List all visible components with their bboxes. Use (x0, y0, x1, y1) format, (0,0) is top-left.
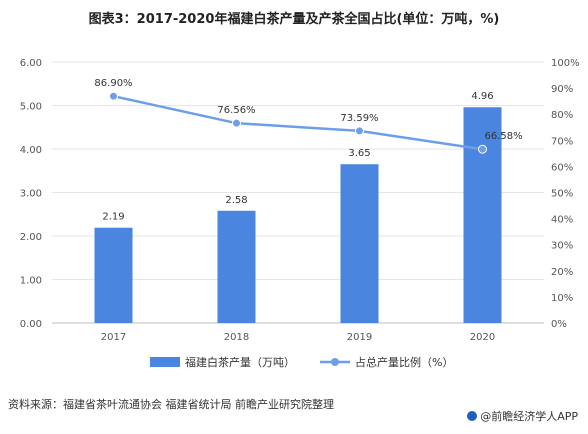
y-left-tick-label: 5.00 (20, 102, 42, 113)
y-left-tick-label: 1.00 (20, 276, 42, 287)
bar-value-label: 2.19 (102, 212, 124, 223)
bar-value-label: 3.65 (348, 148, 370, 159)
y-right-tick-label: 50% (551, 189, 573, 200)
line-point (109, 91, 118, 101)
line-point (355, 126, 364, 136)
y-right-tick-label: 40% (551, 215, 573, 226)
line-point (232, 118, 241, 128)
line-value-label: 86.90% (94, 78, 132, 89)
bar (463, 107, 502, 324)
x-tick-label: 2017 (101, 332, 126, 343)
legend-bar-swatch (150, 357, 180, 367)
x-tick-label: 2020 (470, 332, 495, 343)
chart-title: 图表3：2017-2020年福建白茶产量及产茶全国占比(单位：万吨，%) (88, 12, 500, 27)
legend-line-label: 占总产量比例（%） (355, 355, 453, 369)
bar (217, 210, 256, 323)
brand-logo-icon (467, 411, 478, 421)
y-right-tick-label: 70% (551, 136, 573, 147)
bar-value-label: 2.58 (225, 195, 247, 206)
y-right-tick-label: 30% (551, 241, 573, 252)
source-note: 资料来源：福建省茶叶流通协会 福建省统计局 前瞻产业研究院整理 (8, 398, 334, 411)
bar (340, 164, 379, 323)
line-value-label: 73.59% (340, 113, 378, 124)
line-value-label: 76.56% (217, 105, 255, 116)
y-right-tick-label: 60% (551, 162, 573, 173)
y-left-tick-label: 4.00 (20, 145, 42, 156)
line-point (478, 144, 487, 154)
y-left-tick-label: 6.00 (20, 58, 42, 69)
y-right-tick-label: 100% (551, 58, 580, 69)
bar (94, 227, 133, 323)
y-left-tick-label: 3.00 (20, 189, 42, 200)
line-value-label: 66.58% (485, 131, 523, 142)
brand-credit: @前瞻经济学人APP (467, 408, 578, 424)
y-right-tick-label: 20% (551, 267, 573, 278)
y-right-tick-label: 10% (551, 293, 573, 304)
y-left-tick-label: 0.00 (20, 319, 42, 330)
combo-chart: 0.00 1.00 2.00 3.00 4.00 5.00 6.00 0% 10% 20% 30% 4… (20, 58, 580, 369)
series-line (113, 94, 483, 151)
bar-value-label: 4.96 (471, 91, 493, 102)
x-tick-label: 2018 (224, 332, 249, 343)
brand-label: @前瞻经济学人APP (480, 410, 578, 423)
x-tick-label: 2019 (347, 332, 372, 343)
y-left-tick-label: 2.00 (20, 232, 42, 243)
legend-bar-label: 福建白茶产量（万吨） (185, 355, 295, 369)
y-right-tick-label: 80% (551, 110, 573, 121)
y-right-tick-label: 90% (551, 84, 573, 95)
y-right-tick-label: 0% (551, 319, 567, 330)
legend-line-marker (331, 358, 339, 366)
